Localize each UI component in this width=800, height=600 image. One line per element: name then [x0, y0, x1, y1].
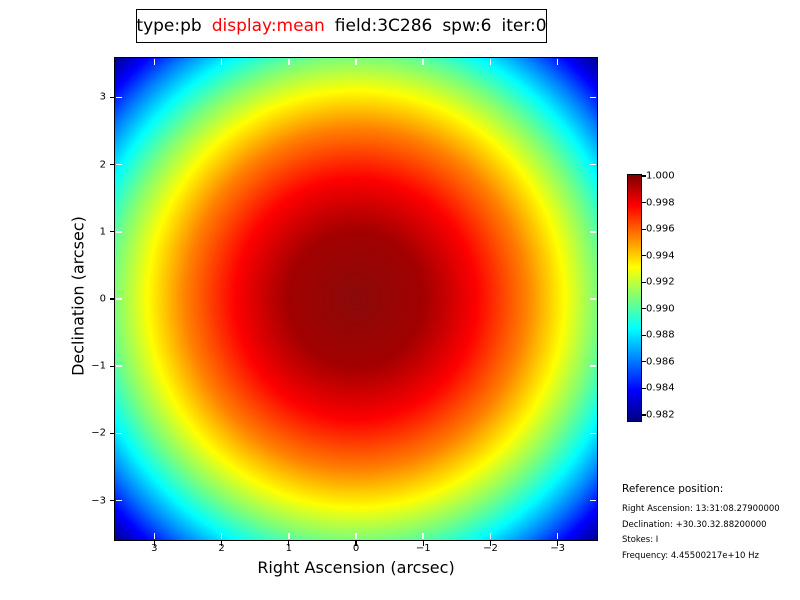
- y-tick-label: −2: [91, 427, 106, 439]
- x-tick-mark-top: [355, 58, 357, 66]
- primary-beam-heatmap: [114, 57, 598, 541]
- y-tick-mark-left: [115, 298, 123, 300]
- y-tick-mark-left: [115, 365, 123, 367]
- y-tick-mark-right: [589, 365, 597, 367]
- y-tick-mark-left: [115, 499, 123, 502]
- x-tick-mark-bottom: [422, 532, 424, 540]
- x-tick-label: −1: [415, 543, 431, 554]
- x-axis-label: Right Ascension (arcsec): [257, 558, 455, 577]
- colorbar-tick-label: 0.988: [646, 329, 675, 341]
- x-tick-mark-bottom: [220, 532, 223, 540]
- colorbar-tick-label: 0.990: [646, 303, 675, 315]
- y-tick-mark-left: [115, 432, 123, 435]
- x-tick-label: 1: [285, 543, 292, 554]
- y-tick-mark-right: [589, 96, 597, 99]
- x-tick-mark-bottom: [355, 532, 357, 540]
- y-tick-label: 1: [99, 226, 106, 238]
- y-tick-mark-left: [115, 231, 123, 233]
- x-tick-mark-bottom: [288, 532, 290, 540]
- colorbar-tick-mark: [641, 175, 646, 177]
- y-tick-mark-right: [589, 432, 597, 435]
- reference-line-dec: Declination: +30.30.32.88200000: [622, 519, 767, 530]
- colorbar-tick-label: 0.996: [646, 223, 675, 235]
- y-tick-label: 2: [99, 159, 106, 171]
- y-tick-mark-right: [589, 298, 597, 300]
- x-tick-mark-bottom: [489, 532, 492, 540]
- x-tick-mark-top: [422, 58, 424, 66]
- x-tick-stub: [355, 541, 357, 546]
- colorbar-tick-label: 0.998: [646, 197, 675, 209]
- x-tick-label: −3: [550, 543, 566, 554]
- colorbar: [627, 174, 642, 422]
- reference-position-block: Reference position: Right Ascension: 13:…: [622, 483, 780, 564]
- x-tick-mark-top: [489, 58, 492, 66]
- y-tick-label: 0: [99, 293, 106, 305]
- x-tick-stub: [220, 541, 223, 546]
- reference-line-frequency: Frequency: 4.45500217e+10 Hz: [622, 550, 759, 561]
- reference-line-ra: Right Ascension: 13:31:08.27900000: [622, 504, 780, 514]
- x-tick-label: −2: [483, 543, 498, 554]
- y-tick-mark-right: [589, 231, 597, 233]
- y-axis-label: Declination (arcsec): [68, 216, 88, 376]
- colorbar-tick-label: 0.984: [646, 382, 675, 394]
- x-tick-mark-top: [556, 58, 559, 66]
- x-tick-stub: [557, 541, 559, 546]
- y-tick-stub: [109, 365, 114, 367]
- colorbar-tick-mark: [641, 414, 646, 416]
- colorbar-tick-label: 1.000: [646, 170, 675, 182]
- colorbar-tick-mark: [641, 281, 646, 283]
- x-tick-mark-bottom: [556, 532, 559, 540]
- x-tick-stub: [422, 541, 424, 546]
- colorbar-tick-mark: [641, 308, 646, 310]
- x-tick-mark-top: [288, 58, 290, 66]
- y-tick-stub: [109, 298, 114, 300]
- x-tick-label: 3: [151, 543, 158, 554]
- y-tick-mark-left: [115, 96, 123, 99]
- colorbar-tick-label: 0.994: [646, 250, 675, 262]
- y-tick-mark-left: [115, 163, 123, 166]
- colorbar-tick-label: 0.992: [646, 276, 675, 288]
- title-segment: type:pb: [136, 16, 202, 36]
- title-segment: display:mean: [211, 16, 325, 36]
- x-tick-stub: [153, 541, 155, 546]
- y-tick-stub: [109, 96, 114, 98]
- y-tick-label: 3: [99, 91, 106, 103]
- title-segment: field:3C286: [334, 16, 433, 36]
- y-tick-stub: [109, 231, 114, 233]
- y-tick-stub: [109, 500, 114, 502]
- colorbar-tick-label: 0.982: [646, 409, 675, 421]
- y-tick-label: −1: [91, 360, 106, 372]
- x-tick-mark-top: [220, 58, 223, 66]
- y-tick-mark-right: [589, 499, 597, 502]
- colorbar-tick-mark: [641, 228, 646, 230]
- colorbar-tick-mark: [641, 255, 646, 257]
- reference-line-stokes: Stokes: I: [622, 535, 659, 545]
- y-tick-stub: [109, 432, 114, 435]
- y-tick-mark-right: [589, 163, 597, 166]
- y-tick-label: −3: [91, 495, 106, 507]
- x-tick-label: 2: [218, 543, 225, 554]
- title-segment: iter:0: [501, 16, 547, 36]
- colorbar-tick-mark: [641, 387, 646, 390]
- x-tick-label: 0: [352, 543, 360, 554]
- reference-heading: Reference position:: [622, 483, 724, 495]
- y-tick-stub: [109, 163, 114, 166]
- colorbar-tick-mark: [641, 334, 646, 336]
- colorbar-tick-label: 0.986: [646, 356, 675, 368]
- plot-title-box: type:pb display:mean field:3C286 spw:6 iter:…: [136, 9, 547, 43]
- colorbar-tick-mark: [641, 201, 646, 204]
- title-segment: spw:6: [442, 16, 492, 36]
- x-tick-mark-bottom: [153, 532, 156, 540]
- x-tick-stub: [288, 541, 290, 546]
- colorbar-tick-mark: [641, 361, 646, 363]
- x-tick-mark-top: [153, 58, 156, 66]
- x-tick-stub: [489, 541, 492, 546]
